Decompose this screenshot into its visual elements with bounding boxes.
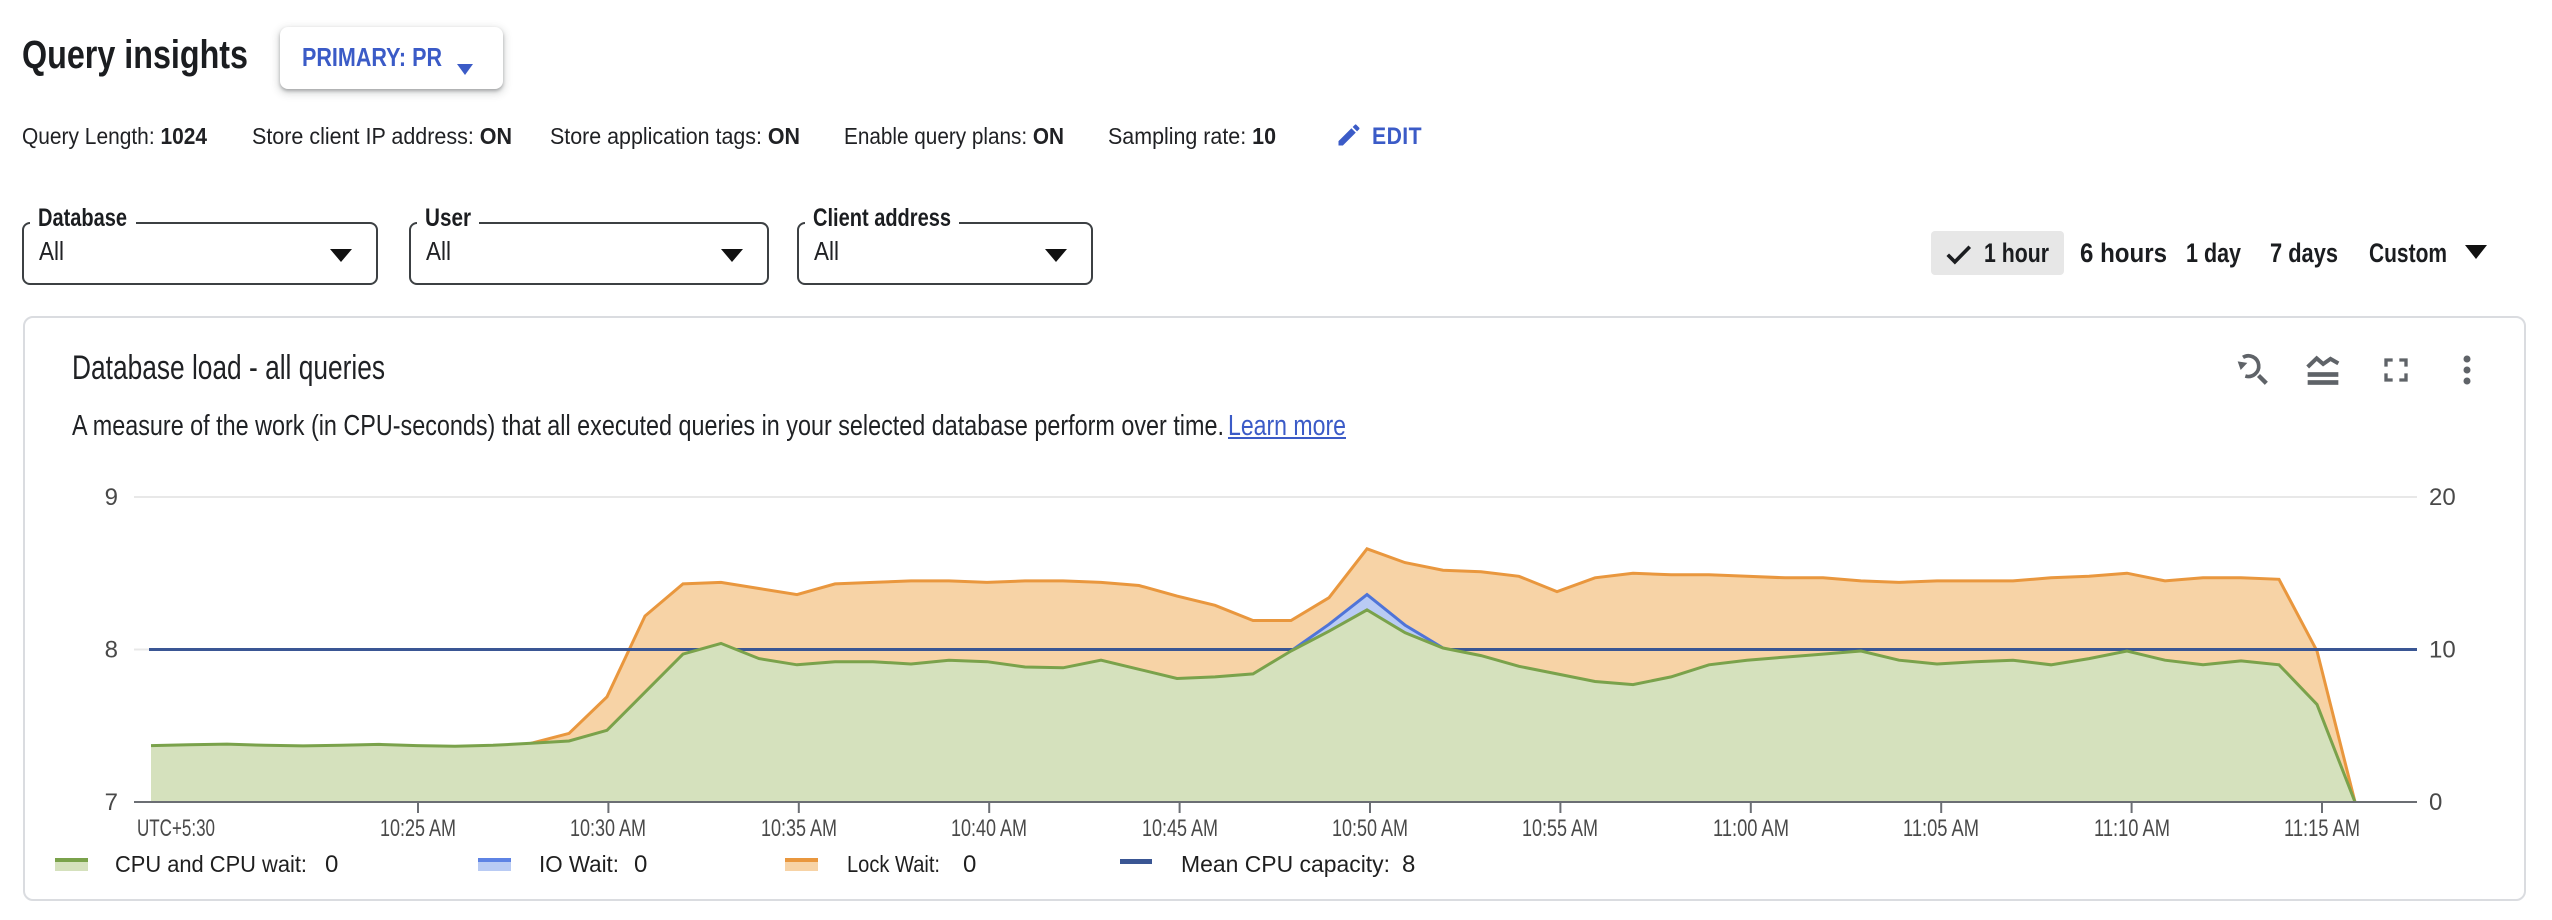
svg-text:11:15 AM: 11:15 AM: [2284, 815, 2360, 842]
svg-text:11:10 AM: 11:10 AM: [2094, 815, 2170, 842]
svg-text:9: 9: [105, 484, 118, 511]
svg-text:10:55 AM: 10:55 AM: [1522, 815, 1598, 842]
svg-text:11:00 AM: 11:00 AM: [1713, 815, 1789, 842]
svg-text:0: 0: [2429, 789, 2442, 816]
svg-text:10:40 AM: 10:40 AM: [951, 815, 1027, 842]
svg-text:8: 8: [105, 637, 118, 664]
svg-text:20: 20: [2429, 484, 2456, 511]
svg-text:10: 10: [2429, 637, 2456, 664]
svg-text:10:35 AM: 10:35 AM: [761, 815, 837, 842]
svg-text:10:30 AM: 10:30 AM: [570, 815, 646, 842]
svg-text:7: 7: [105, 789, 118, 816]
svg-text:10:25 AM: 10:25 AM: [380, 815, 456, 842]
svg-text:10:50 AM: 10:50 AM: [1332, 815, 1408, 842]
svg-text:11:05 AM: 11:05 AM: [1903, 815, 1979, 842]
svg-text:UTC+5:30: UTC+5:30: [137, 815, 215, 842]
svg-text:10:45 AM: 10:45 AM: [1142, 815, 1218, 842]
